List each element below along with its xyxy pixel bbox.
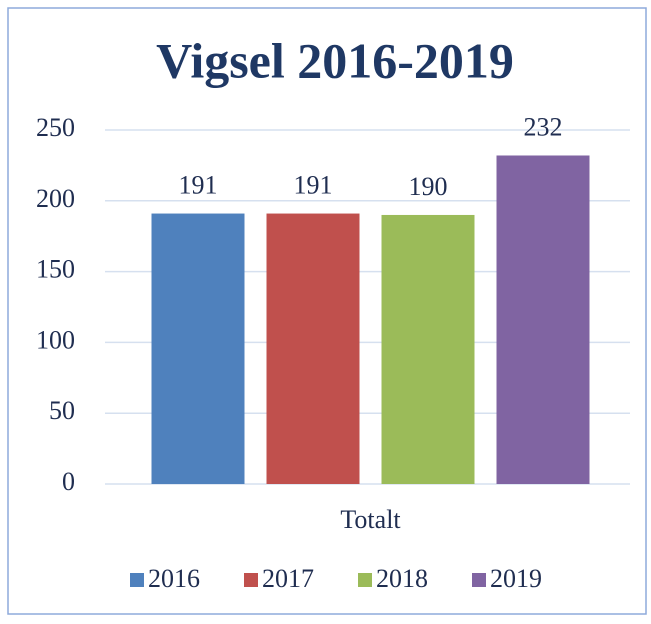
bar: [151, 213, 245, 484]
data-label: 190: [409, 172, 448, 201]
y-tick-label: 150: [36, 255, 75, 284]
y-tick-label: 250: [36, 113, 75, 142]
legend-label: 2016: [148, 564, 200, 593]
bar: [266, 213, 360, 484]
chart-title: Vigsel 2016-2019: [156, 32, 514, 88]
legend-label: 2019: [490, 564, 542, 593]
legend-swatch: [472, 573, 486, 587]
legend-swatch: [358, 573, 372, 587]
bar: [381, 214, 475, 484]
legend-swatch: [130, 573, 144, 587]
data-label: 191: [179, 171, 218, 200]
legend-swatch: [244, 573, 258, 587]
data-label: 191: [294, 171, 333, 200]
y-tick-label: 0: [62, 467, 75, 496]
x-tick-label: Totalt: [340, 505, 401, 534]
y-tick-label: 50: [49, 396, 75, 425]
y-tick-label: 100: [36, 325, 75, 354]
bar: [496, 155, 590, 484]
legend-label: 2018: [376, 564, 428, 593]
legend-label: 2017: [262, 564, 314, 593]
data-label: 232: [524, 112, 563, 141]
y-tick-label: 200: [36, 184, 75, 213]
